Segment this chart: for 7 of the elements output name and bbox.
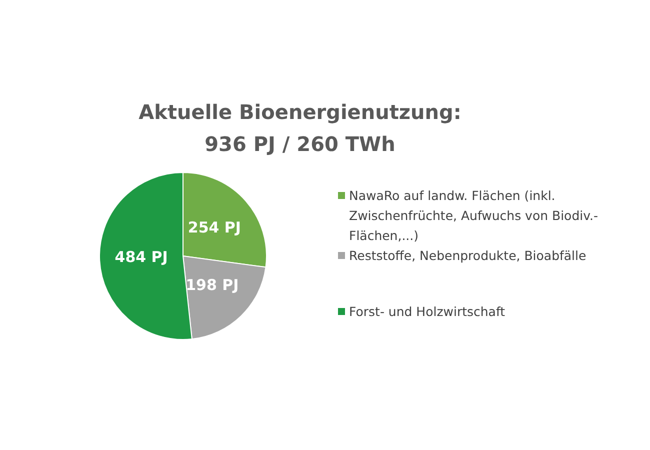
- data-label: 198 PJ: [186, 276, 239, 294]
- legend-label: NawaRo auf landw. Flächen (inkl. Zwischenfrüchte, Aufwuchs von Biodiv.-Flächen,...): [349, 187, 600, 245]
- legend-label: Forst- und Holzwirtschaft: [349, 303, 506, 321]
- chart-title: Aktuelle Bioenergienutzung: 936 PJ / 260 TWh: [138, 99, 462, 158]
- legend-label: Reststoffe, Nebenprodukte, Bioabfälle: [349, 247, 588, 265]
- data-label: 254 PJ: [188, 218, 241, 236]
- data-label: 484 PJ: [114, 248, 168, 266]
